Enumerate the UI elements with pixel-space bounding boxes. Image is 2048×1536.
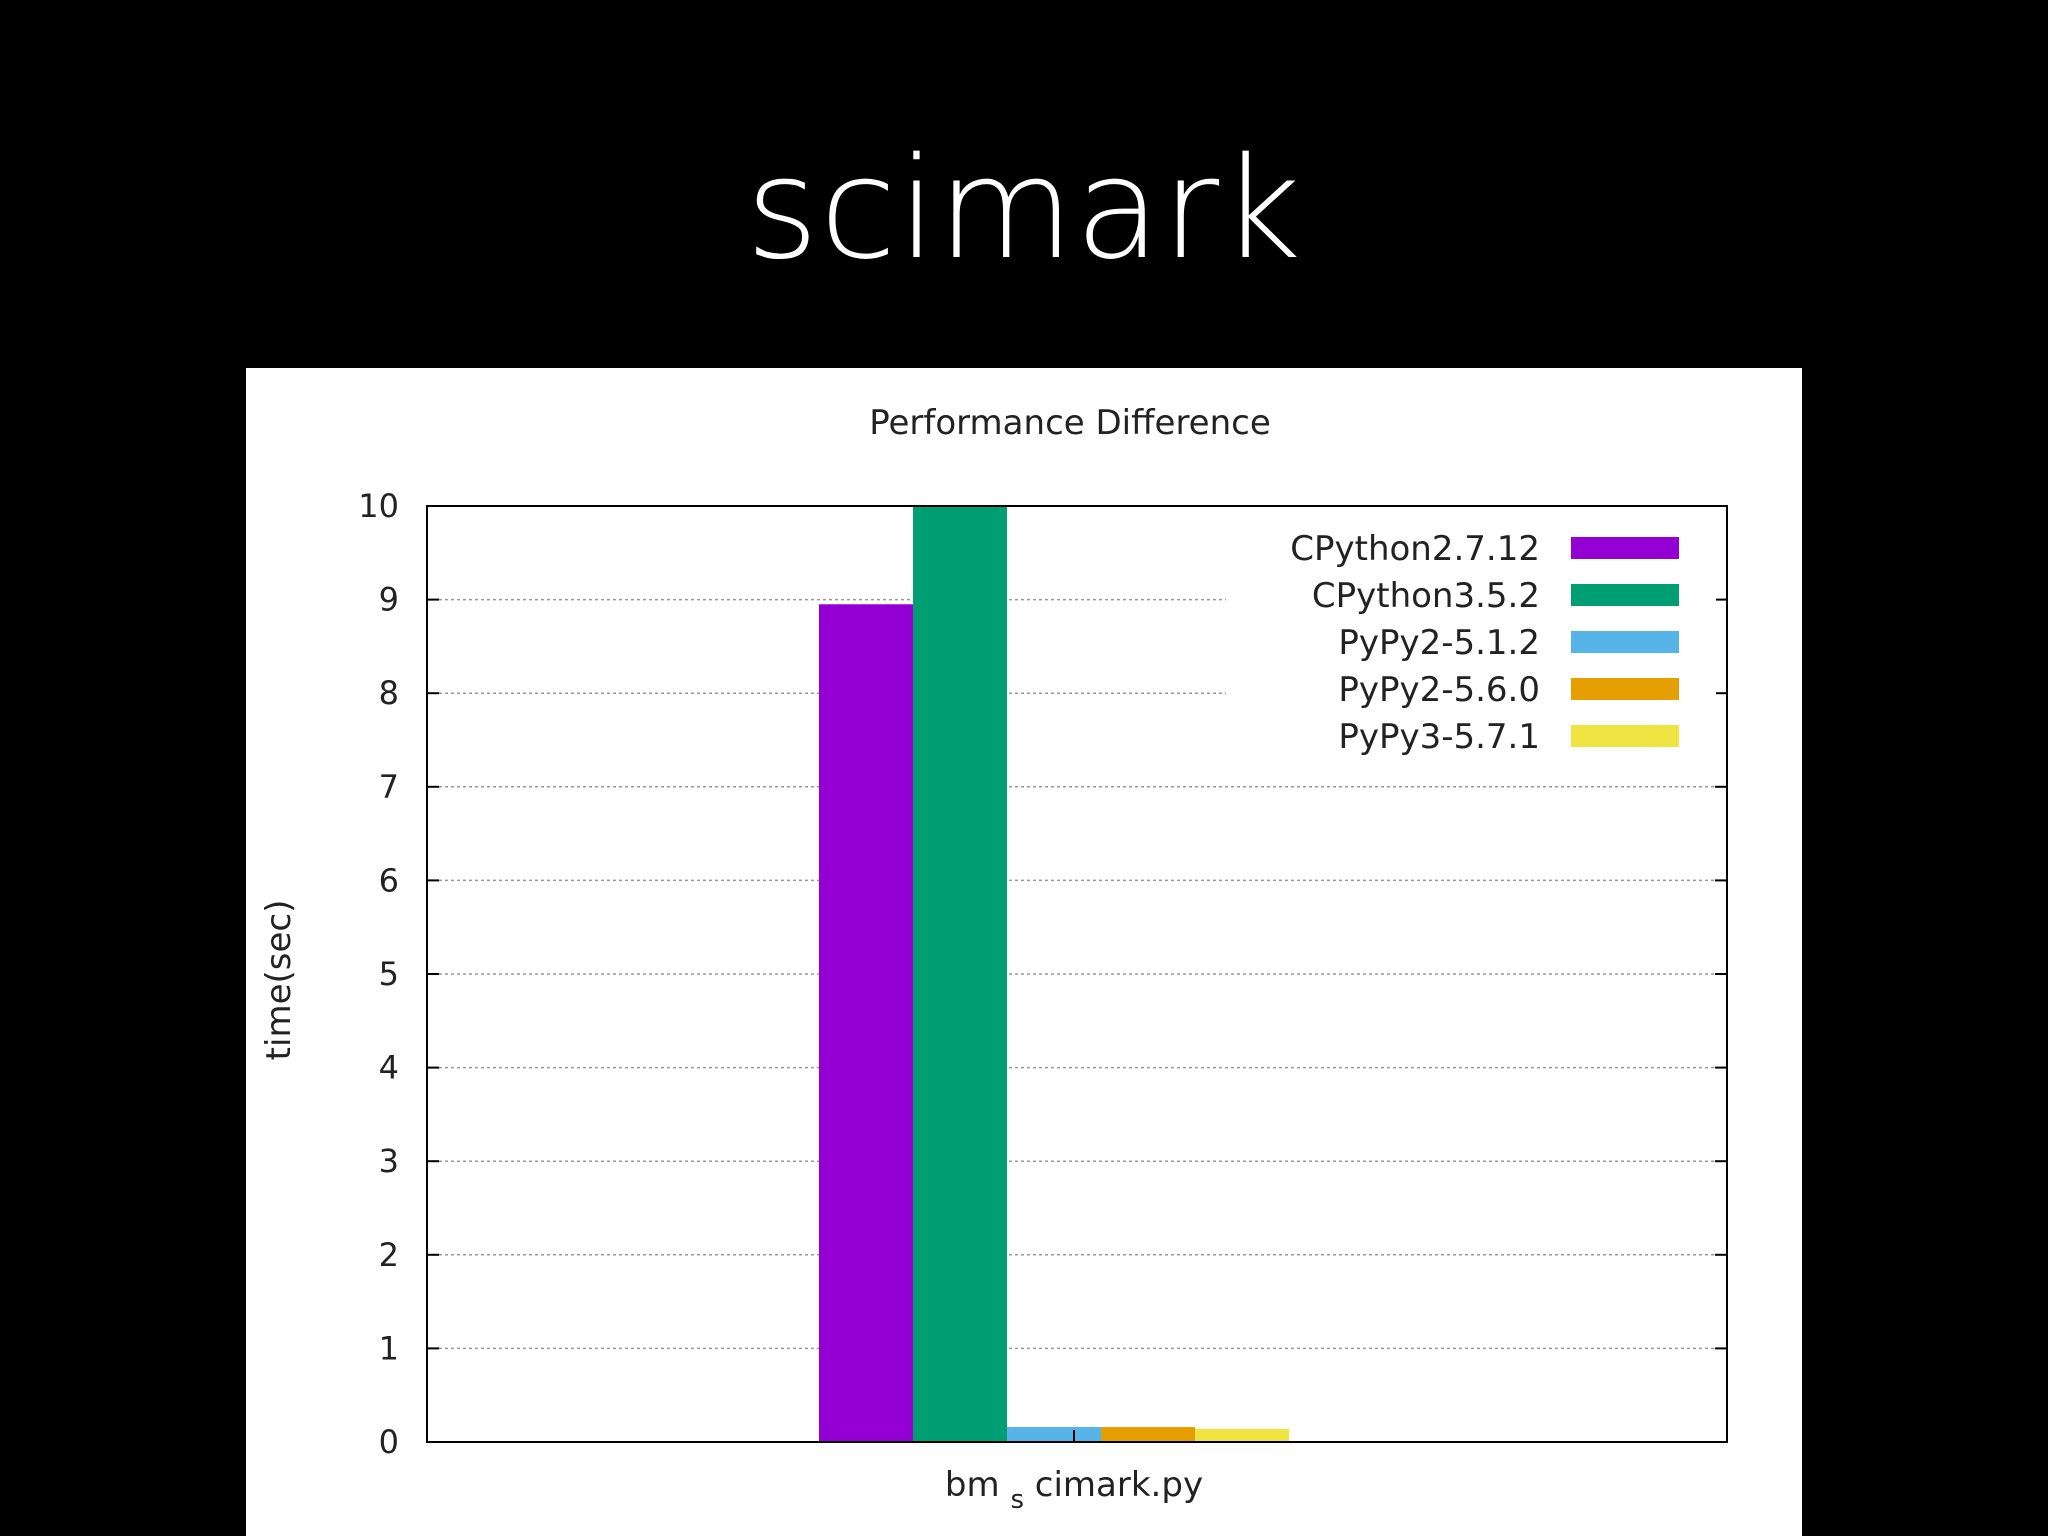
legend-label: CPython3.5.2 [1312, 576, 1540, 616]
chart-panel: Performance Difference time(sec) 0 1 2 3 4 5 6… [246, 368, 1802, 1536]
y-tick-label: 7 [379, 768, 399, 806]
legend-swatch [1571, 584, 1679, 606]
bar-pypy2-5-6-0 [1101, 1427, 1195, 1442]
y-tick-label: 1 [379, 1329, 399, 1367]
y-tick-label: 3 [379, 1142, 399, 1180]
x-tick-label-sub: s [1010, 1485, 1024, 1515]
chart-title: Performance Difference [869, 403, 1271, 443]
legend-swatch [1571, 537, 1679, 559]
legend-label: PyPy3-5.7.1 [1338, 717, 1540, 757]
legend-swatch [1571, 725, 1679, 747]
y-tick-label: 0 [379, 1423, 399, 1461]
slide-title: scimark [745, 128, 1303, 291]
bar-pypy2-5-1-2 [1007, 1427, 1101, 1442]
legend-label: CPython2.7.12 [1290, 529, 1540, 569]
grid-lines [427, 598, 1727, 1350]
y-axis-ticks: 0 1 2 3 4 5 6 7 8 9 10 [358, 487, 1727, 1461]
bars [819, 506, 1289, 1442]
y-tick-label: 10 [358, 487, 399, 525]
x-tick-label-main: bm [945, 1465, 1000, 1505]
bar-cpython3-5-2 [913, 506, 1007, 1442]
bar-pypy3-5-7-1 [1195, 1428, 1289, 1442]
y-tick-label: 8 [379, 674, 399, 712]
bar-chart: Performance Difference time(sec) 0 1 2 3 4 5 6… [259, 403, 1728, 1517]
y-tick-label: 6 [379, 861, 399, 899]
x-tick-label: bm s cimark.py [945, 1465, 1203, 1517]
y-tick-label: 2 [379, 1236, 399, 1274]
y-tick-label: 5 [379, 955, 399, 993]
y-tick-label: 9 [379, 581, 399, 619]
x-tick-label-rest: cimark.py [1035, 1465, 1203, 1505]
legend-label: PyPy2-5.1.2 [1338, 623, 1540, 663]
legend: CPython2.7.12 CPython3.5.2 PyPy2-5.1.2 PyPy… [1226, 518, 1716, 763]
y-axis-label: time(sec) [259, 900, 299, 1061]
legend-label: PyPy2-5.6.0 [1338, 670, 1540, 710]
legend-swatch [1571, 678, 1679, 700]
y-tick-label: 4 [379, 1049, 399, 1087]
bar-cpython2-7-12 [819, 604, 913, 1442]
legend-swatch [1571, 631, 1679, 653]
